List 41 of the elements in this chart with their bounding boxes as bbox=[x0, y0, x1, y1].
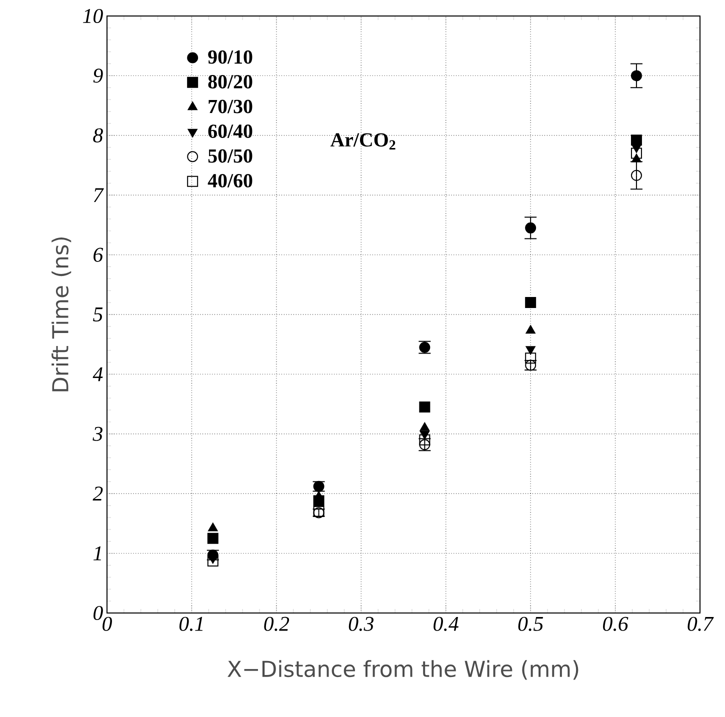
y-tick-label: 8 bbox=[93, 128, 103, 142]
legend-label: 50/50 bbox=[208, 149, 252, 163]
x-tick-label: 0.2 bbox=[264, 616, 290, 632]
legend-label: 60/40 bbox=[208, 124, 252, 138]
x-tick-label: 0.6 bbox=[603, 616, 628, 632]
point bbox=[630, 148, 642, 159]
point bbox=[420, 422, 430, 431]
y-tick-label: 3 bbox=[92, 426, 102, 441]
x-tick-label: 0.1 bbox=[179, 616, 203, 632]
legend-label: 90/10 bbox=[208, 50, 252, 64]
point bbox=[630, 70, 642, 82]
y-tick-label: 0 bbox=[94, 606, 103, 620]
point bbox=[207, 532, 218, 544]
x-axis-title: X−Distance from the Wire (mm) bbox=[228, 660, 578, 680]
point bbox=[419, 402, 430, 413]
y-tick-label: 5 bbox=[93, 308, 103, 322]
y-tick-label: 7 bbox=[94, 188, 104, 202]
point bbox=[630, 170, 642, 181]
x-tick-label: 0.5 bbox=[518, 616, 544, 632]
y-tick-label: 1 bbox=[93, 546, 101, 560]
point bbox=[526, 325, 536, 334]
y-tick-label: 10 bbox=[83, 8, 103, 24]
point bbox=[525, 222, 536, 234]
x-tick-label: 0.4 bbox=[434, 616, 458, 632]
legend-label: 40/60 bbox=[208, 174, 252, 188]
y-tick-label: 4 bbox=[92, 367, 103, 382]
point bbox=[207, 556, 218, 567]
legend-label: 80/20 bbox=[208, 75, 252, 88]
point bbox=[525, 297, 536, 308]
y-axis-title: Drift Time (ns) bbox=[52, 237, 72, 392]
x-tick-label: 0.3 bbox=[348, 616, 374, 632]
y-tick-label: 2 bbox=[92, 486, 103, 501]
x-tick-label: 0.7 bbox=[688, 616, 714, 632]
point bbox=[630, 134, 642, 146]
y-tick-label: 9 bbox=[93, 68, 103, 83]
legend-label: 70/30 bbox=[208, 100, 252, 114]
point bbox=[526, 346, 536, 355]
annotation: Ar/CO$_{2}$ bbox=[330, 133, 396, 150]
point bbox=[525, 352, 536, 364]
point bbox=[208, 522, 218, 532]
y-tick-label: 6 bbox=[94, 248, 104, 262]
